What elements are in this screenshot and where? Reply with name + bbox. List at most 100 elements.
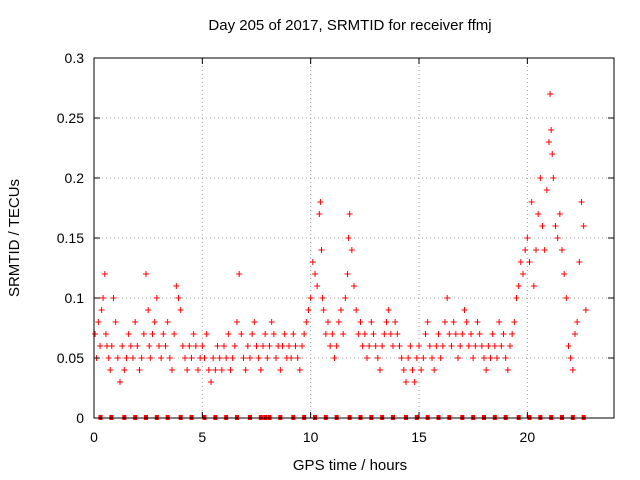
data-point	[242, 367, 249, 373]
data-point	[244, 343, 251, 349]
data-point	[125, 331, 132, 337]
data-point	[182, 355, 188, 361]
data-point	[398, 355, 405, 361]
data-point	[390, 343, 396, 349]
data-point	[500, 331, 507, 337]
data-point	[379, 343, 386, 349]
data-point	[227, 367, 234, 373]
data-point	[370, 331, 377, 337]
data-point	[95, 319, 102, 325]
data-point	[522, 247, 529, 253]
data-point	[221, 343, 227, 349]
data-point	[147, 355, 154, 361]
data-point	[166, 355, 173, 361]
data-point	[121, 367, 128, 373]
data-point	[179, 343, 186, 349]
data-point	[385, 307, 392, 313]
x-tick-label: 15	[411, 429, 427, 445]
data-point	[552, 223, 559, 229]
data-point	[260, 343, 266, 349]
data-point	[173, 283, 180, 289]
data-point	[333, 343, 340, 349]
data-point	[290, 331, 297, 337]
data-point	[543, 187, 550, 193]
data-point	[364, 355, 370, 361]
data-point	[249, 331, 256, 337]
data-point	[171, 331, 178, 337]
data-point	[286, 343, 292, 349]
data-point	[448, 343, 455, 349]
data-point	[223, 355, 230, 361]
data-point	[162, 343, 169, 349]
data-point	[383, 319, 390, 325]
data-point	[481, 355, 487, 361]
y-tick-label: 0.15	[57, 230, 84, 246]
data-point	[344, 271, 351, 277]
data-point	[234, 319, 240, 325]
data-point	[266, 343, 273, 349]
data-point	[455, 355, 461, 361]
data-point	[255, 355, 262, 361]
y-tick-label: 0.3	[65, 50, 85, 66]
data-point	[554, 235, 561, 241]
data-point	[528, 199, 535, 205]
data-point	[487, 355, 494, 361]
data-point	[123, 355, 130, 361]
data-point	[413, 355, 420, 361]
data-point	[192, 343, 199, 349]
data-point	[392, 319, 399, 325]
data-point	[457, 343, 464, 349]
data-point	[387, 331, 394, 337]
data-point	[325, 319, 331, 325]
data-point	[429, 355, 435, 361]
data-point	[318, 247, 325, 253]
data-point	[149, 331, 156, 337]
data-point	[238, 331, 245, 337]
data-point	[483, 367, 490, 373]
data-point	[199, 343, 206, 349]
data-point	[216, 355, 223, 361]
data-point	[346, 211, 353, 217]
axis-ticks	[93, 57, 614, 419]
data-point	[489, 331, 496, 337]
y-tick-label: 0.1	[65, 290, 85, 306]
data-point	[470, 355, 477, 361]
data-point	[184, 367, 191, 373]
data-point	[98, 307, 105, 313]
data-point	[100, 295, 107, 301]
data-point	[145, 307, 152, 313]
data-point	[320, 307, 327, 313]
data-point	[576, 259, 583, 265]
data-point	[433, 343, 440, 349]
data-point	[485, 343, 492, 349]
y-tick-label: 0.2	[65, 170, 85, 186]
data-point	[195, 367, 201, 373]
data-point	[567, 355, 574, 361]
data-point	[229, 355, 236, 361]
data-point	[565, 343, 572, 349]
data-points	[92, 91, 589, 385]
data-point	[361, 331, 368, 337]
data-point	[513, 295, 520, 301]
data-point	[424, 319, 431, 325]
data-point	[548, 127, 555, 133]
data-point	[331, 355, 338, 361]
data-point	[247, 355, 253, 361]
data-point	[435, 331, 442, 337]
data-point	[240, 355, 247, 361]
data-point	[288, 355, 295, 361]
y-tick-labels: 0 0.05 0.1 0.15 0.2 0.25 0.3	[57, 50, 84, 426]
data-point	[561, 271, 568, 277]
x-tick-label: 5	[198, 429, 206, 445]
y-tick-label: 0.25	[57, 110, 84, 126]
data-point	[541, 247, 548, 253]
data-point	[299, 343, 305, 349]
data-point	[273, 355, 279, 361]
data-point	[517, 259, 524, 265]
data-point	[368, 319, 375, 325]
data-point	[578, 199, 585, 205]
data-point	[210, 355, 217, 361]
data-point	[146, 343, 153, 349]
